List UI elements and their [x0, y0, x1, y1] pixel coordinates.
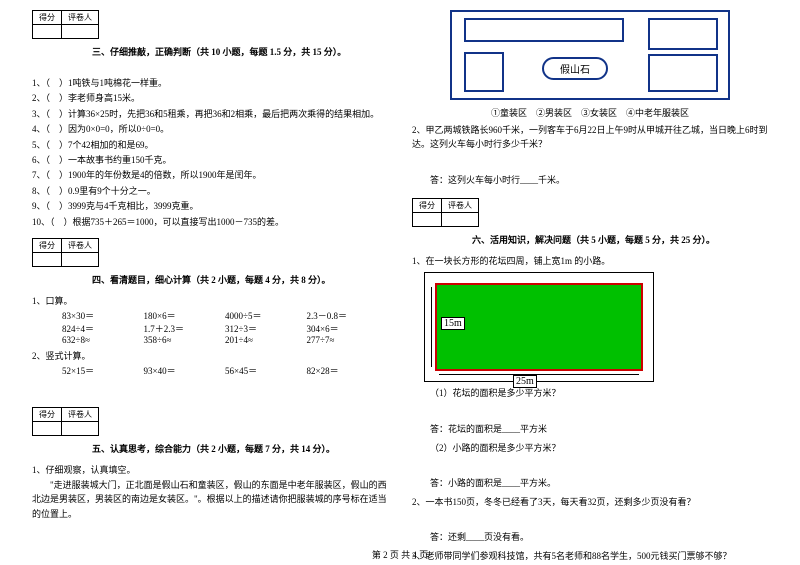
- s6-q1: 1、在一块长方形的花坛四周，铺上宽1m 的小路。: [412, 254, 768, 268]
- s3-item: 10、（ ）根据735＋265＝1000，可以直接写出1000－735的差。: [32, 215, 388, 229]
- rock-label: 假山石: [542, 57, 608, 80]
- calc-row: 632÷8≈ 358÷6≈ 201÷4≈ 277÷7≈: [62, 335, 388, 345]
- score-box-s5: 得分评卷人: [32, 407, 388, 436]
- section-4-title: 四、看清题目，细心计算（共 2 小题，每题 4 分，共 8 分）。: [92, 273, 388, 286]
- s6-q1-1: （1）花坛的面积是多少平方米？: [430, 386, 768, 400]
- calc-row: 83×30＝ 180×6＝ 4000÷5＝ 2.3－0.8＝: [62, 309, 388, 322]
- zone-box: [464, 18, 624, 42]
- s4-sub1: 1、口算。: [32, 294, 388, 307]
- s6-q2: 2、一本书150页，冬冬已经看了3天，每天看32页，还剩多少页没有看？: [412, 495, 768, 509]
- s6-q1-2: （2）小路的面积是多少平方米？: [430, 441, 768, 455]
- calc-row: 824÷4＝ 1.7＋2.3＝ 312÷3＝ 304×6＝: [62, 322, 388, 335]
- s3-item: 3、（ ）计算36×25时，先把36和5租乘，再把36和2相乘，最后把两次乘得的…: [32, 107, 388, 121]
- calc-cell: 83×30＝: [62, 309, 144, 322]
- flowerbed-diagram: 15m 25m: [424, 272, 654, 382]
- s5-a2: 答：这列火车每小时行____千米。: [430, 173, 768, 186]
- score-cell: [33, 25, 62, 39]
- dim-arrow-h: [439, 374, 639, 375]
- score-box-s4: 得分评卷人: [32, 238, 388, 267]
- zone-box: [648, 54, 718, 92]
- page-footer: 第 2 页 共 4 页: [0, 548, 800, 561]
- score-table: 得分评卷人: [32, 407, 99, 436]
- s3-item: 6、（ ）一本故事书约重150千克。: [32, 153, 388, 167]
- s3-item: 4、（ ）因为0×0=0，所以0÷0=0。: [32, 122, 388, 136]
- s3-item: 1、（ ）1吨铁与1吨棉花一样重。: [32, 76, 388, 90]
- score-table: 得分评卷人: [32, 10, 99, 39]
- s3-item: 7、（ ）1900年的年份数是4的倍数，所以1900年是闰年。: [32, 168, 388, 182]
- dim-arrow-v: [431, 287, 432, 367]
- s6-a1-2: 答：小路的面积是____平方米。: [430, 476, 768, 489]
- grader-label: 评卷人: [62, 11, 99, 25]
- s3-list: 1、（ ）1吨铁与1吨棉花一样重。 2、（ ）李老师身高15米。 3、（ ）计算…: [32, 76, 388, 229]
- section-5-title: 五、认真思考，综合能力（共 2 小题，每题 7 分，共 14 分）。: [92, 442, 388, 455]
- calc-row: 52×15＝ 93×40＝ 56×45＝ 82×28＝: [62, 364, 388, 377]
- dim-15m: 15m: [441, 317, 465, 330]
- s5-q1-text: "走进服装城大门，正北面是假山石和童装区，假山的东面是中老年服装区，假山的西北边…: [32, 478, 388, 521]
- s3-item: 5、（ ）7个42相加的和是69。: [32, 138, 388, 152]
- s3-item: 8、（ ）0.9里有9个十分之一。: [32, 184, 388, 198]
- zone-box: [648, 18, 718, 50]
- s5-q2: 2、甲乙两城铁路长960千米，一列客车于6月22日上午9时从甲城开往乙城，当日晚…: [412, 123, 768, 152]
- s5-q1-label: 1、仔细观察，认真填空。: [32, 463, 388, 476]
- zone-options: ①童装区 ②男装区 ③女装区 ④中老年服装区: [412, 106, 768, 119]
- calc-cell: 2.3－0.8＝: [307, 309, 389, 322]
- score-box-s6: 得分评卷人: [412, 198, 768, 227]
- flowerbed-inner: [435, 283, 643, 371]
- zone-box: [464, 52, 504, 92]
- grader-cell: [62, 25, 99, 39]
- calc-cell: 4000÷5＝: [225, 309, 307, 322]
- s3-item: 2、（ ）李老师身高15米。: [32, 91, 388, 105]
- s6-a1-1: 答：花坛的面积是____平方米: [430, 422, 768, 435]
- s4-sub2: 2、竖式计算。: [32, 349, 388, 362]
- dim-25m: 25m: [513, 375, 537, 388]
- score-table: 得分评卷人: [32, 238, 99, 267]
- calc-cell: 180×6＝: [144, 309, 226, 322]
- score-label: 得分: [33, 11, 62, 25]
- score-table: 得分评卷人: [412, 198, 479, 227]
- section-6-title: 六、活用知识，解决问题（共 5 小题，每题 5 分，共 25 分）。: [472, 233, 768, 246]
- section-3-title: 三、仔细推敲，正确判断（共 10 小题，每题 1.5 分，共 15 分）。: [92, 45, 388, 58]
- score-box-s3: 得分评卷人: [32, 10, 388, 39]
- s6-a2: 答：还剩____页没有看。: [430, 530, 768, 543]
- rock-diagram: 假山石: [450, 10, 730, 100]
- s3-item: 9、（ ）3999克与4千克相比，3999克重。: [32, 199, 388, 213]
